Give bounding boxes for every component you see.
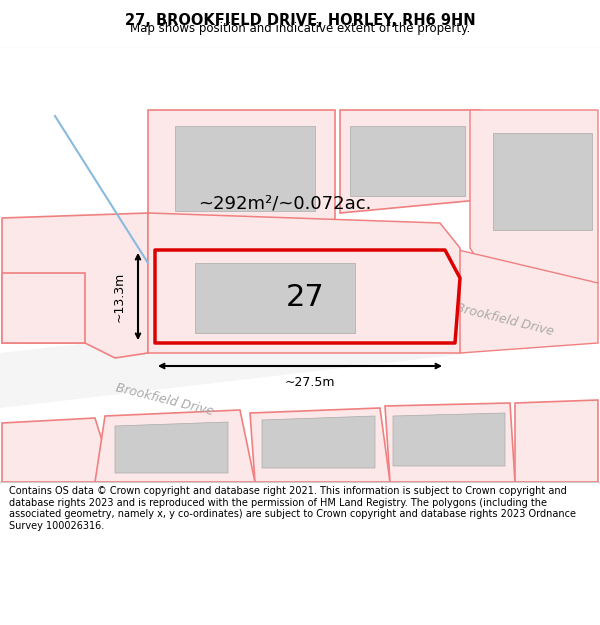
Text: Map shows position and indicative extent of the property.: Map shows position and indicative extent… <box>130 21 470 34</box>
Polygon shape <box>350 126 465 196</box>
Text: 27: 27 <box>286 284 325 312</box>
Polygon shape <box>470 110 598 296</box>
Polygon shape <box>115 422 228 473</box>
Text: ~292m²/~0.072ac.: ~292m²/~0.072ac. <box>199 194 371 212</box>
Polygon shape <box>0 286 600 408</box>
Text: 27, BROOKFIELD DRIVE, HORLEY, RH6 9HN: 27, BROOKFIELD DRIVE, HORLEY, RH6 9HN <box>125 14 475 29</box>
Polygon shape <box>450 248 598 353</box>
Polygon shape <box>2 418 115 482</box>
Polygon shape <box>493 133 592 230</box>
Polygon shape <box>393 413 505 466</box>
Polygon shape <box>515 400 598 482</box>
Polygon shape <box>262 416 375 468</box>
Polygon shape <box>2 273 85 343</box>
Polygon shape <box>340 110 500 213</box>
Polygon shape <box>175 126 315 211</box>
Text: ~13.3m: ~13.3m <box>113 271 126 322</box>
Polygon shape <box>95 410 255 482</box>
Text: ~27.5m: ~27.5m <box>285 376 335 389</box>
Text: Brookfield Drive: Brookfield Drive <box>115 381 215 419</box>
Polygon shape <box>385 403 515 482</box>
Polygon shape <box>0 48 600 482</box>
Polygon shape <box>195 263 355 333</box>
Polygon shape <box>250 408 390 482</box>
Text: Brookfield Drive: Brookfield Drive <box>455 301 556 339</box>
Text: Contains OS data © Crown copyright and database right 2021. This information is : Contains OS data © Crown copyright and d… <box>9 486 576 531</box>
Polygon shape <box>148 110 335 223</box>
Polygon shape <box>148 213 460 353</box>
Polygon shape <box>2 213 148 358</box>
